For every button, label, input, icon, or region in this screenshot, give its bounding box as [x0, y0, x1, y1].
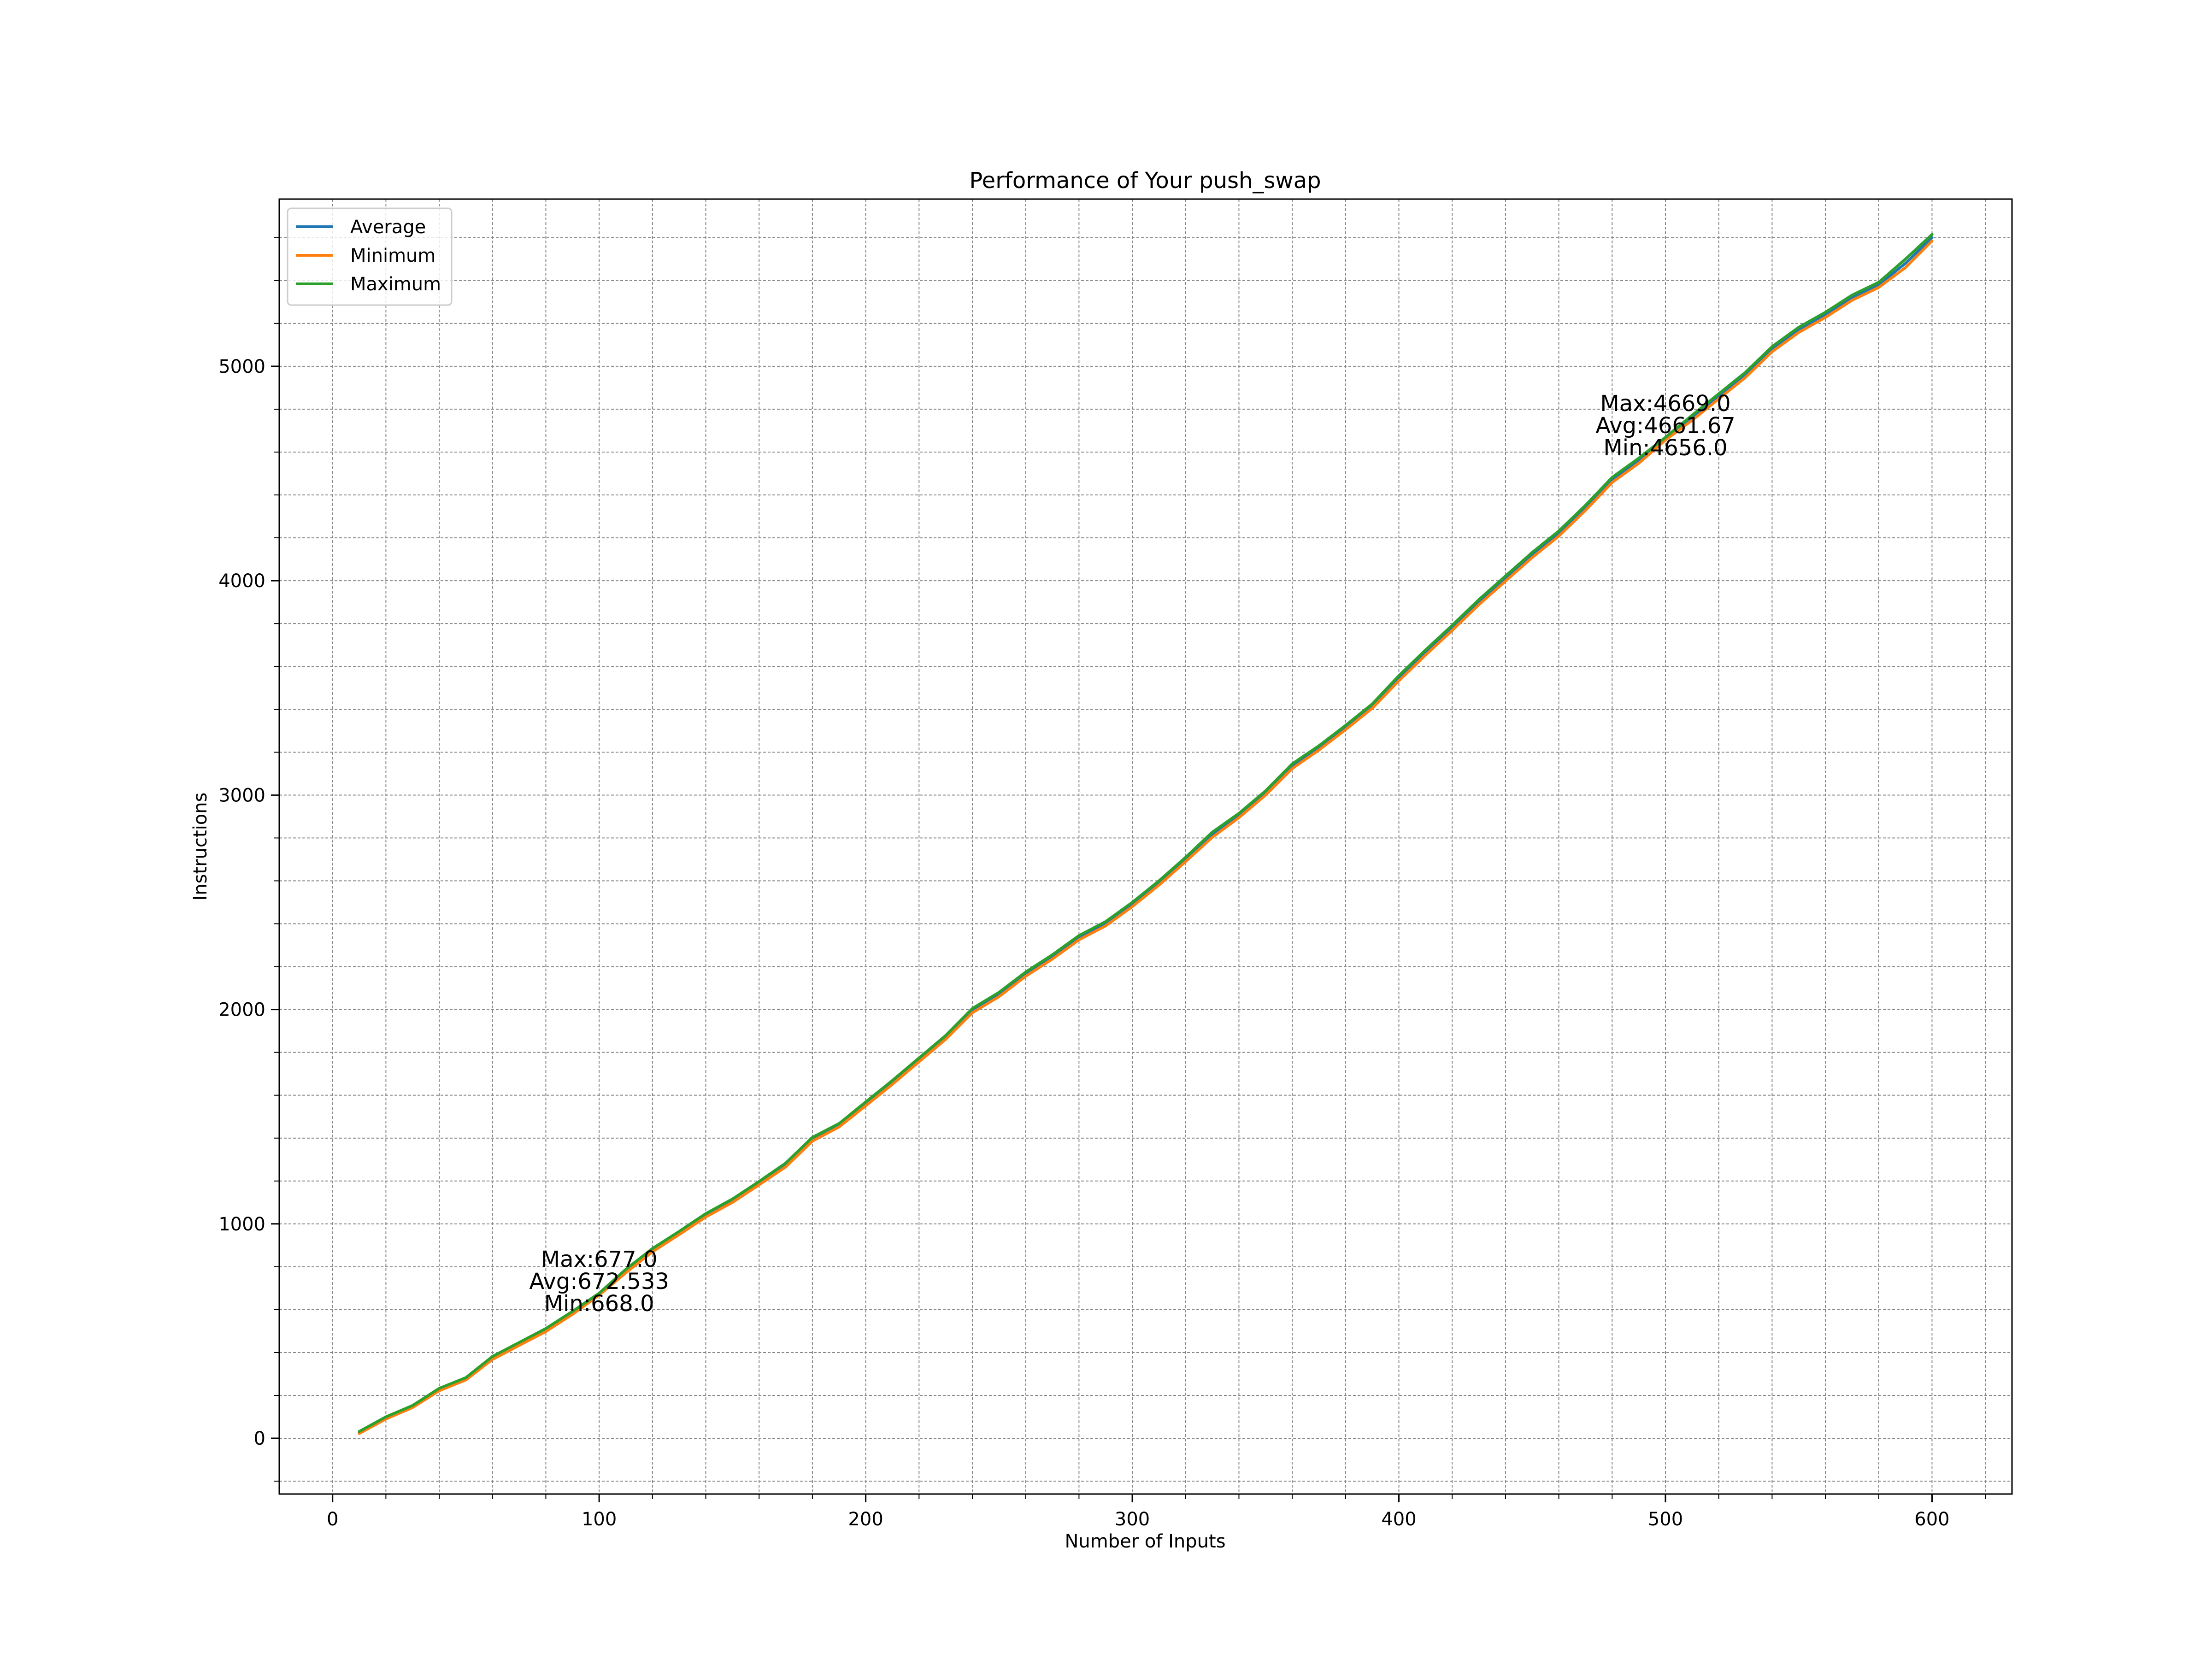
axis-ticks: 0 100 200 300 400 500 600 0 1000 2000 3000 4000 5000 [218, 237, 1986, 1530]
series-lines [358, 233, 1934, 1435]
x-tick-label: 200 [848, 1509, 883, 1530]
annotation-text: Min:668.0 [544, 1291, 654, 1317]
series-line-minimum [358, 239, 1934, 1435]
legend-label-maximum: Maximum [350, 274, 441, 295]
y-axis-label: Instructions [190, 793, 211, 901]
series-line-maximum [358, 233, 1934, 1433]
y-tick-label: 2000 [218, 1000, 265, 1021]
x-axis-label: Number of Inputs [1065, 1531, 1225, 1552]
x-tick-label: 500 [1648, 1509, 1683, 1530]
plot-frame [278, 198, 2013, 1495]
y-tick-label: 5000 [218, 356, 265, 377]
x-tick-label: 100 [582, 1509, 617, 1530]
legend: Average Minimum Maximum [287, 207, 453, 306]
legend-label-average: Average [350, 217, 426, 238]
x-tick-label: 400 [1381, 1509, 1416, 1530]
y-tick-label: 0 [254, 1428, 265, 1449]
legend-box [287, 207, 453, 306]
annotation-text: Min:4656.0 [1603, 435, 1727, 461]
x-tick-label: 300 [1115, 1509, 1150, 1530]
annotation-text: Max:677.0 [541, 1247, 658, 1272]
annotation-text: Avg:672.533 [529, 1269, 669, 1294]
x-tick-label: 0 [327, 1509, 338, 1530]
y-tick-label: 1000 [218, 1214, 265, 1235]
y-tick-label: 3000 [218, 785, 265, 806]
chart-title: Performance of Your push_swap [969, 168, 1321, 194]
grid [279, 199, 2012, 1494]
annotation-text: Avg:4661.67 [1595, 413, 1735, 439]
x-tick-label: 600 [1914, 1509, 1949, 1530]
annotation-text: Max:4669.0 [1600, 391, 1730, 417]
legend-label-minimum: Minimum [350, 245, 435, 266]
y-tick-label: 4000 [218, 571, 265, 592]
